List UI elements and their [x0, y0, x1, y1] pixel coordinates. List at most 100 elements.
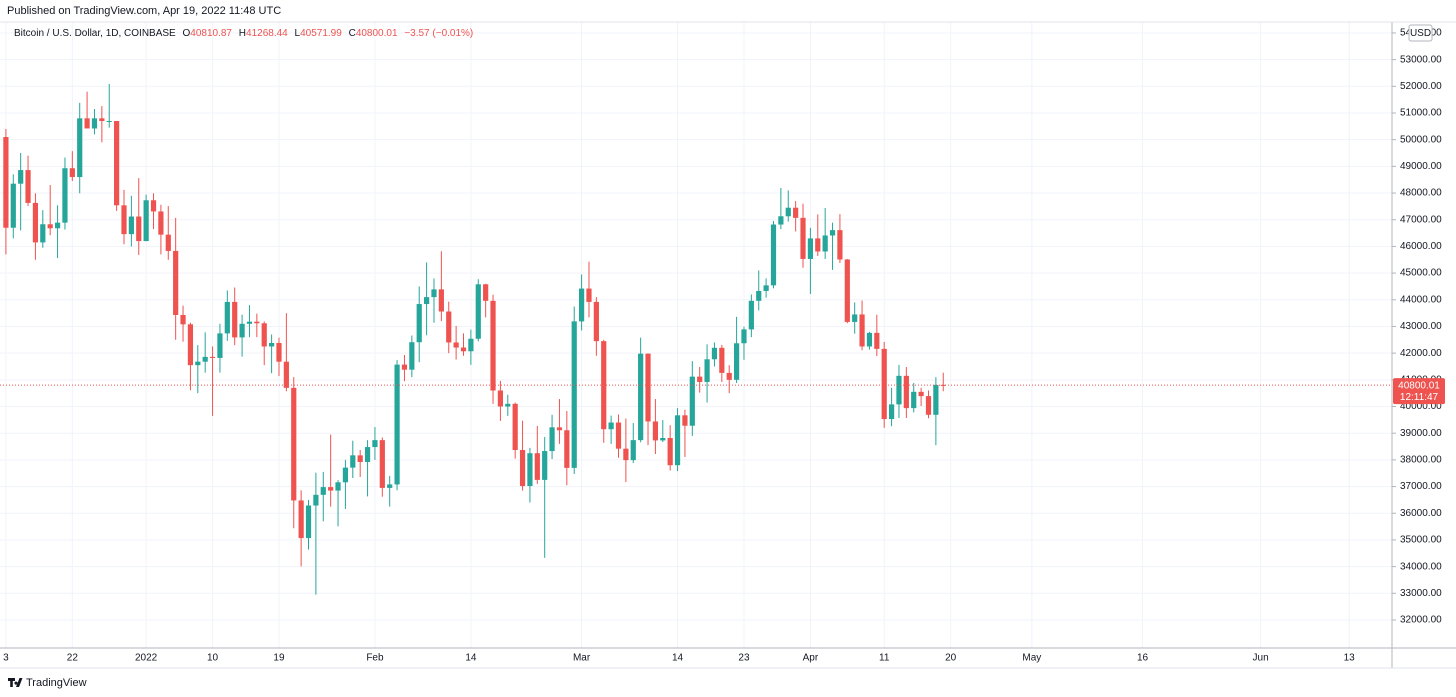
candle-body	[416, 304, 422, 343]
legend-change: −3.57 (−0.01%)	[404, 28, 473, 39]
candle-body	[453, 342, 459, 348]
candle-body	[549, 427, 555, 452]
candle-body	[180, 314, 186, 325]
candle-body	[542, 451, 548, 480]
candle-body	[881, 348, 887, 420]
candle-body	[490, 300, 496, 391]
candle-body	[748, 300, 754, 330]
candle-body	[438, 289, 444, 312]
candle-body	[173, 250, 179, 315]
candle-body	[844, 259, 850, 322]
candle-body	[586, 288, 592, 302]
legend-value: 40810.87	[190, 28, 232, 39]
x-tick-label: 16	[1137, 653, 1149, 664]
price-value: 40800.01	[1398, 380, 1440, 391]
candle-body	[534, 453, 540, 480]
candle-body	[711, 347, 718, 360]
candle-body	[822, 235, 828, 252]
y-tick-label: 46000.00	[1400, 241, 1442, 252]
y-tick-label: 53000.00	[1400, 54, 1442, 65]
x-tick-label: Feb	[366, 653, 384, 664]
candle-body	[829, 230, 836, 236]
x-tick-label: 2022	[135, 653, 158, 664]
candle-body	[741, 329, 747, 344]
currency-box[interactable]	[1408, 24, 1433, 42]
candle-body	[121, 205, 127, 235]
candle-body	[357, 455, 363, 463]
candle-body	[69, 168, 75, 178]
x-tick-label: 22	[67, 653, 79, 664]
candle-body	[608, 422, 614, 430]
candle-body	[866, 332, 873, 347]
candle-body	[143, 200, 149, 242]
candle-body	[815, 238, 821, 252]
candle-body	[638, 353, 644, 441]
candle-body	[401, 364, 408, 370]
x-tick-label: 10	[207, 653, 219, 664]
x-tick-label: 19	[273, 653, 285, 664]
y-tick-label: 48000.00	[1400, 188, 1442, 199]
candle-body	[888, 404, 895, 420]
candle-body	[47, 224, 53, 229]
legend-value: 40800.01	[356, 28, 398, 39]
candle-body	[807, 238, 814, 259]
candle-body	[424, 297, 430, 305]
candle-body	[564, 430, 570, 468]
candle-body	[578, 288, 585, 322]
y-tick-label: 38000.00	[1400, 455, 1442, 466]
candle-body	[674, 415, 681, 466]
currency[interactable]: USD	[1410, 28, 1431, 39]
candle-body	[446, 311, 452, 343]
candle-body	[387, 484, 393, 488]
candle-body	[940, 384, 946, 386]
candle-body	[726, 372, 732, 380]
candle-body	[903, 375, 909, 409]
candle-body	[800, 217, 806, 259]
published: Published on TradingView.com, Apr 19, 20…	[7, 5, 281, 17]
candle-body	[291, 387, 297, 501]
candles	[3, 83, 946, 595]
y-tick-label: 47000.00	[1400, 214, 1442, 225]
y-tick-label: 49000.00	[1400, 161, 1442, 172]
x-tick-label: 14	[672, 653, 684, 664]
candle-body	[460, 347, 467, 352]
candle-body	[615, 422, 622, 449]
candle-body	[837, 230, 843, 260]
symbol: Bitcoin / U.S. Dollar, 1D, COINBASE	[14, 28, 176, 39]
candle-body	[785, 207, 791, 217]
price-box	[1393, 378, 1445, 405]
candle-body	[763, 285, 769, 291]
candle-body	[519, 450, 526, 487]
candle-body	[770, 224, 777, 286]
candle-body	[645, 353, 651, 422]
candle-body	[106, 120, 112, 122]
candle-body	[224, 301, 230, 334]
candle-body	[431, 289, 437, 298]
candle-body	[32, 202, 39, 243]
candle-body	[918, 391, 924, 397]
candle-body	[276, 343, 282, 362]
candle-body	[483, 284, 489, 301]
x-tick-label: 11	[879, 653, 890, 664]
candle-body	[3, 137, 9, 228]
candle-body	[512, 403, 518, 451]
candle-body	[246, 321, 253, 324]
y-tick-label: 37000.00	[1400, 481, 1442, 492]
y-tick-label: 36000.00	[1400, 508, 1442, 519]
candle-body	[925, 396, 932, 415]
candle-body	[793, 207, 799, 218]
candle-body	[283, 361, 289, 388]
grid	[0, 22, 1392, 648]
candle-body	[84, 118, 90, 129]
candle-body	[394, 364, 400, 485]
candle-body	[364, 447, 371, 463]
candle-body	[328, 487, 334, 491]
candle-body	[335, 482, 341, 491]
countdown: 12:11:47	[1400, 392, 1439, 403]
candle-body	[682, 415, 688, 426]
candle-body	[313, 494, 319, 506]
x-tick-label: Jun	[1253, 653, 1269, 664]
candle-body	[305, 505, 312, 539]
candle-body	[697, 376, 703, 382]
